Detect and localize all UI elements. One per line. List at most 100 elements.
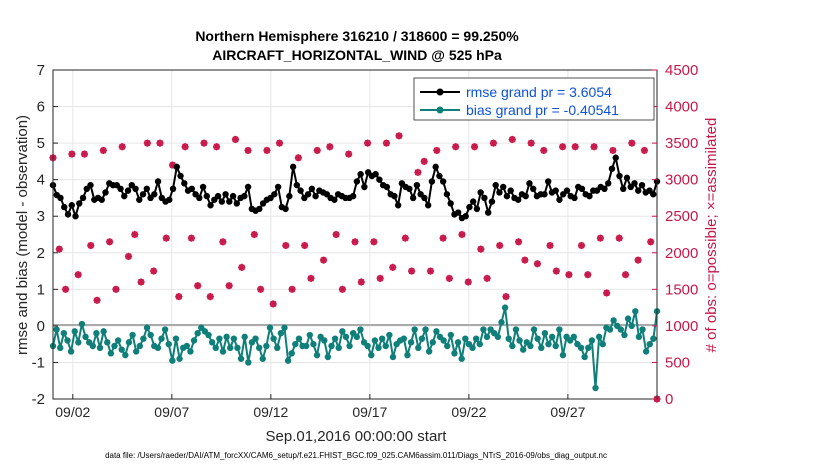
rmse-point — [507, 187, 514, 194]
rmse-point — [492, 181, 499, 189]
obs-assimilated-marker — [301, 241, 309, 250]
rmse-point — [481, 194, 488, 202]
obs-assimilated-marker — [137, 278, 145, 286]
bias-point — [183, 342, 191, 350]
bias-point — [480, 326, 487, 333]
rmse-point — [293, 181, 301, 189]
obs-assimilated-marker — [231, 135, 240, 144]
rmse-point — [499, 183, 507, 191]
bias-point — [241, 333, 248, 341]
rmse-point — [361, 183, 368, 191]
chart-title: Northern Hemisphere 316210 / 318600 = 99… — [195, 28, 519, 44]
obs-assimilated-marker — [559, 143, 567, 151]
bias-point — [237, 355, 245, 362]
bias-point — [632, 308, 639, 315]
y-left-tick-label: 4 — [37, 172, 45, 189]
obs-assimilated-marker — [238, 263, 246, 271]
obs-assimilated-marker — [496, 241, 504, 250]
bias-point — [559, 351, 567, 359]
obs-assimilated-marker — [408, 267, 416, 275]
obs-assimilated-marker — [508, 135, 516, 144]
rmse-point — [406, 185, 413, 193]
obs-assimilated-marker — [351, 238, 359, 246]
bias-point — [263, 342, 270, 350]
bias-point — [595, 333, 603, 341]
bias-point — [364, 342, 371, 350]
y-right-ticks: 0 500 1000 1500 2000 2500 3000 3500 4000 4500 — [652, 62, 698, 408]
rmse-point — [413, 181, 421, 189]
bias-point — [447, 331, 455, 339]
obs-assimilated-marker — [477, 245, 485, 253]
rmse-point — [132, 185, 139, 193]
bias-point — [122, 351, 129, 359]
legend-rmse-label: rmse grand pr = 3.6054 — [466, 84, 612, 100]
bias-point — [621, 331, 628, 339]
rmse-point — [229, 192, 237, 200]
rmse-point — [635, 187, 642, 194]
bias-point — [570, 333, 578, 341]
bias-point — [306, 331, 313, 339]
rmse-point — [556, 196, 563, 203]
rmse-point — [608, 165, 616, 172]
bias-point — [512, 326, 520, 333]
rmse-point — [571, 194, 578, 202]
obs-assimilated-marker — [533, 260, 542, 268]
rmse-point — [473, 205, 481, 213]
rmse-point — [436, 172, 443, 180]
obs-assimilated-marker — [382, 139, 391, 147]
rmse-point — [620, 185, 627, 193]
bias-point — [483, 333, 491, 341]
x-axis-label: Sep.01,2016 00:00:00 start — [266, 428, 448, 445]
rmse-point — [124, 187, 132, 194]
bias-point — [440, 337, 447, 344]
obs-assimilated-marker — [426, 267, 435, 275]
obs-assimilated-marker — [414, 168, 422, 176]
rmse-point — [496, 189, 503, 196]
rmse-point — [188, 185, 196, 193]
obs-assimilated-marker — [106, 238, 114, 246]
bias-point — [462, 335, 469, 342]
rmse-point — [226, 198, 233, 205]
bias-point — [472, 335, 480, 342]
bias-point — [158, 335, 165, 342]
bias-point — [624, 315, 632, 322]
x-tick-label: 09/07 — [154, 404, 189, 420]
bias-point — [57, 344, 64, 352]
obs-assimilated-marker — [206, 293, 214, 301]
obs-assimilated-marker — [370, 238, 378, 246]
y-right-tick-label: 500 — [665, 354, 690, 371]
bias-point — [454, 339, 462, 346]
rmse-point — [601, 185, 608, 193]
rmse-point — [349, 192, 357, 200]
footer-data-file: data file: /Users/raeder/DAI/ATM_forcXX/… — [105, 451, 607, 460]
bias-point — [302, 342, 310, 350]
y-left-tick-label: 5 — [37, 135, 45, 152]
bias-point — [335, 344, 342, 352]
obs-assimilated-marker — [615, 234, 623, 242]
rmse-point — [563, 187, 571, 194]
obs-assimilated-marker — [225, 282, 233, 290]
bias-point — [93, 330, 100, 337]
x-tick-label: 09/22 — [451, 404, 486, 420]
rmse-point — [102, 189, 109, 196]
obs-markers — [49, 132, 661, 403]
obs-assimilated-marker — [596, 234, 604, 242]
obs-assimilated-marker — [307, 274, 315, 282]
rmse-point — [139, 191, 147, 198]
obs-assimilated-marker — [93, 296, 101, 304]
rmse-point — [552, 187, 559, 194]
rmse-point — [233, 200, 241, 207]
rmse-point — [376, 176, 383, 183]
bias-point — [132, 348, 140, 355]
obs-assimilated-marker — [74, 271, 82, 279]
bias-point — [78, 320, 86, 328]
bias-point — [610, 317, 617, 324]
bias-point — [538, 344, 545, 352]
rmse-point — [477, 189, 484, 196]
rmse-point — [173, 163, 181, 171]
obs-assimilated-marker — [489, 139, 498, 147]
bias-point — [208, 339, 216, 346]
rmse-point — [454, 209, 462, 216]
legend: rmse grand pr = 3.6054 bias grand pr = -… — [413, 77, 655, 121]
obs-assimilated-marker — [483, 274, 491, 282]
